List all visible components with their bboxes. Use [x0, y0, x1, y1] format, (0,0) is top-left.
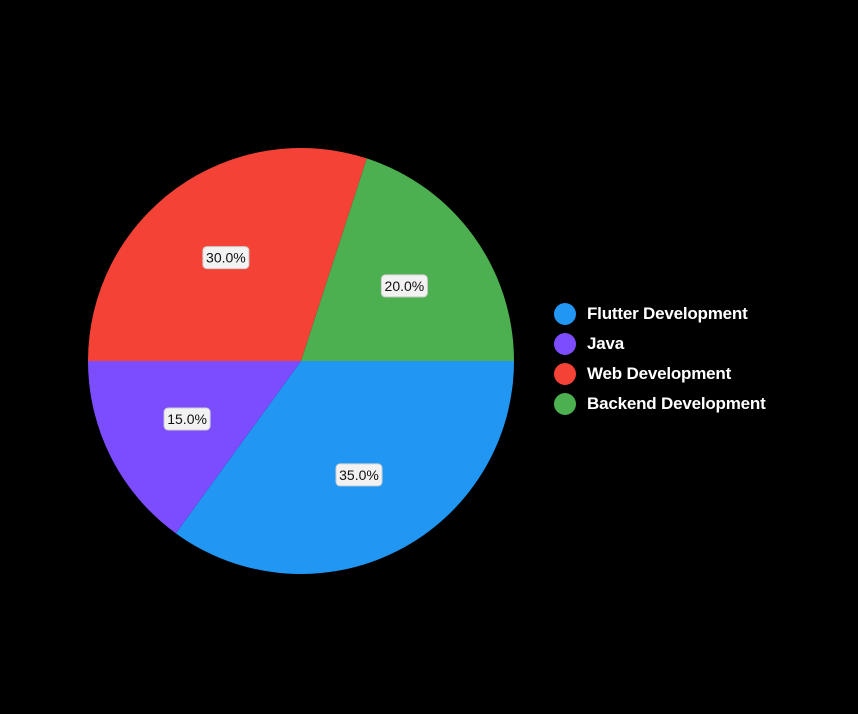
- pie-slice-java[interactable]: [88, 361, 301, 534]
- legend-label: Web Development: [587, 364, 732, 383]
- legend-item-web-development[interactable]: Web Development: [554, 363, 766, 385]
- pie-label-java: 15.0%: [163, 407, 211, 431]
- pie-label-box: [163, 407, 211, 431]
- pie-label-text: 20.0%: [385, 278, 425, 294]
- legend-swatch-java: [554, 333, 576, 355]
- pie-slices: [88, 147, 515, 575]
- pie-label-box: [380, 274, 428, 298]
- pie-label-web-development: 30.0%: [202, 246, 250, 270]
- legend: Flutter Development Java Web Development…: [554, 303, 766, 415]
- pie-slice-backend-development[interactable]: [301, 158, 514, 361]
- pie-label-backend-development: 20.0%: [380, 274, 428, 298]
- legend-swatch-backend-development: [554, 393, 576, 415]
- pie-label-box: [335, 463, 383, 487]
- pie-label-box: [202, 246, 250, 270]
- legend-swatch-flutter-development: [554, 303, 576, 325]
- legend-item-flutter-development[interactable]: Flutter Development: [554, 303, 766, 325]
- legend-label: Flutter Development: [587, 304, 748, 323]
- pie-label-text: 15.0%: [167, 411, 207, 427]
- pie-label-text: 35.0%: [339, 467, 379, 483]
- legend-label: Java: [587, 334, 625, 353]
- legend-swatch-web-development: [554, 363, 576, 385]
- legend-item-java[interactable]: Java: [554, 333, 766, 355]
- legend-item-backend-development[interactable]: Backend Development: [554, 393, 766, 415]
- legend-label: Backend Development: [587, 394, 766, 413]
- pie-label-flutter-development: 35.0%: [335, 463, 383, 487]
- pie-data-labels: 35.0% 15.0% 30.0% 20.0%: [163, 246, 428, 487]
- pie-label-text: 30.0%: [206, 250, 246, 266]
